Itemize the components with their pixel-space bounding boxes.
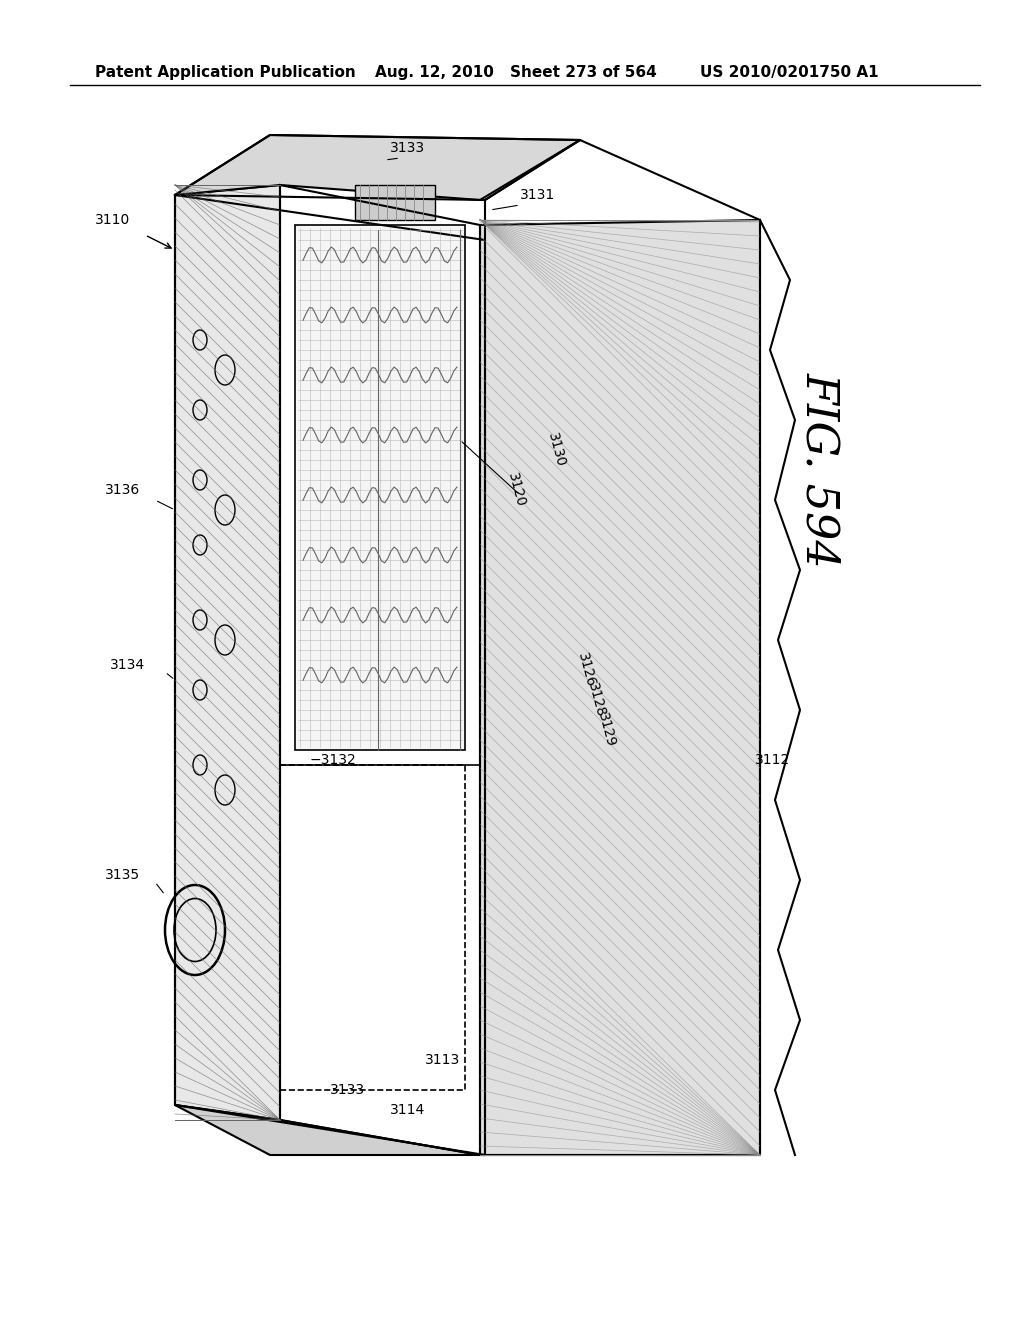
Polygon shape <box>480 220 760 1155</box>
Text: 3133: 3133 <box>390 141 425 154</box>
Text: 3120: 3120 <box>505 471 527 508</box>
Text: −3132: −3132 <box>310 752 356 767</box>
Text: Patent Application Publication: Patent Application Publication <box>95 65 355 81</box>
Text: 3136: 3136 <box>105 483 140 498</box>
Text: Aug. 12, 2010: Aug. 12, 2010 <box>375 65 494 81</box>
Text: 3114: 3114 <box>390 1104 425 1117</box>
Text: 3112: 3112 <box>755 752 791 767</box>
Text: 3129: 3129 <box>595 711 617 748</box>
Polygon shape <box>175 185 280 1119</box>
Bar <box>355 185 435 220</box>
Text: US 2010/0201750 A1: US 2010/0201750 A1 <box>700 65 879 81</box>
Bar <box>295 224 465 750</box>
Bar <box>280 766 465 1090</box>
Text: FIG. 594: FIG. 594 <box>799 372 842 568</box>
Text: 3126: 3126 <box>575 651 598 689</box>
Text: 3135: 3135 <box>105 869 140 882</box>
Text: Sheet 273 of 564: Sheet 273 of 564 <box>510 65 656 81</box>
Text: 3134: 3134 <box>110 657 145 672</box>
Text: 3133: 3133 <box>330 1082 366 1097</box>
Text: 3128: 3128 <box>585 681 607 719</box>
Text: 3110: 3110 <box>95 213 130 227</box>
Text: 3113: 3113 <box>425 1053 460 1067</box>
Text: 3130: 3130 <box>545 432 567 469</box>
Polygon shape <box>175 135 580 201</box>
Text: 3131: 3131 <box>520 187 555 202</box>
Polygon shape <box>175 1105 485 1155</box>
